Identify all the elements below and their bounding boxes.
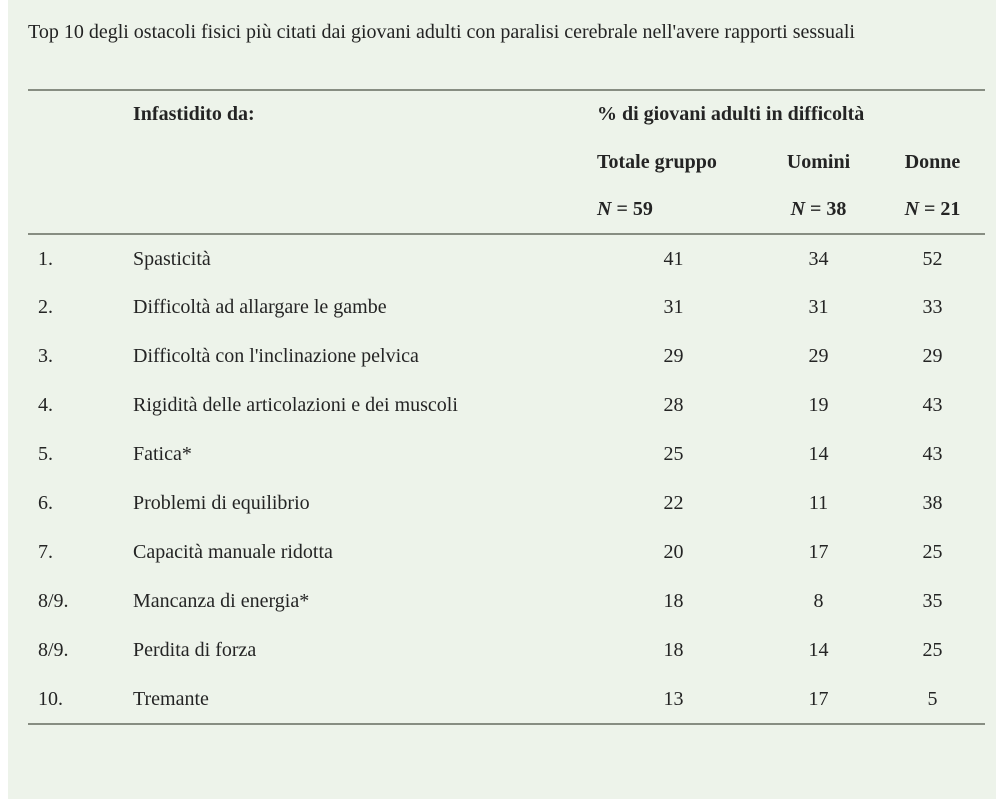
table-row: 8/9. Perdita di forza 18 14 25 <box>28 626 985 675</box>
obstacles-table: Infastidito da: % di giovani adulti in d… <box>28 89 985 725</box>
men-value: 31 <box>808 296 829 318</box>
total-value: 41 <box>663 247 684 270</box>
rank-cell: 8/9. <box>38 639 69 661</box>
women-value: 35 <box>922 590 943 612</box>
n-men-value: = 38 <box>810 198 847 220</box>
subcol-total-group: Totale gruppo <box>597 150 717 173</box>
total-value: 13 <box>663 687 684 710</box>
total-value: 22 <box>663 492 684 514</box>
obstacle-label: Tremante <box>133 687 209 710</box>
table-row: 1. Spasticità 41 34 52 <box>28 234 985 283</box>
total-value: 25 <box>663 443 684 465</box>
n-spacer-2 <box>133 186 590 234</box>
n-total-value: = 59 <box>616 198 653 220</box>
table-row: 7. Capacità manuale ridotta 20 17 25 <box>28 528 985 577</box>
men-value: 11 <box>808 492 829 514</box>
rank-cell: 7. <box>38 541 53 563</box>
total-value: 28 <box>663 394 684 416</box>
total-value: 18 <box>663 639 684 661</box>
women-value: 25 <box>922 541 943 563</box>
n-spacer-1 <box>28 186 133 234</box>
table-row: 10. Tremante 13 17 5 <box>28 675 985 724</box>
obstacle-label: Rigidità delle articolazioni e dei musco… <box>133 394 458 416</box>
table-row: 3. Difficoltà con l'inclinazione pelvica… <box>28 332 985 381</box>
total-value: 29 <box>663 345 684 367</box>
n-women: N = 21 <box>880 186 985 234</box>
total-value: 20 <box>663 541 684 563</box>
women-value: 52 <box>922 247 943 270</box>
table-caption: Top 10 degli ostacoli fisici più citati … <box>28 21 855 43</box>
men-value: 34 <box>808 247 829 270</box>
women-value: 38 <box>922 492 943 514</box>
men-value: 14 <box>808 639 829 661</box>
obstacle-label: Mancanza di energia* <box>133 590 310 612</box>
women-value: 43 <box>922 394 943 416</box>
table-row: 8/9. Mancanza di energia* 18 8 35 <box>28 577 985 626</box>
table-card: Top 10 degli ostacoli fisici più citati … <box>8 0 996 799</box>
total-value: 18 <box>663 590 684 612</box>
obstacle-label: Problemi di equilibrio <box>133 492 310 514</box>
obstacle-label: Difficoltà ad allargare le gambe <box>133 296 387 318</box>
men-value: 17 <box>808 687 829 710</box>
men-value: 17 <box>808 541 829 563</box>
rank-cell: 10. <box>38 687 63 710</box>
rank-cell: 8/9. <box>38 590 69 612</box>
rank-cell: 6. <box>38 492 53 514</box>
header-rank-spacer <box>28 90 133 138</box>
n-men: N = 38 <box>757 186 880 234</box>
women-value: 43 <box>922 443 943 465</box>
men-value: 14 <box>808 443 829 465</box>
obstacle-label: Spasticità <box>133 247 211 270</box>
n-symbol: N <box>790 198 806 220</box>
n-total-group: N = 59 <box>590 186 757 234</box>
n-symbol: N <box>904 198 920 220</box>
table-body: 1. Spasticità 41 34 52 2. Difficoltà ad … <box>28 234 985 724</box>
men-value: 8 <box>813 590 824 612</box>
table-row: 5. Fatica* 25 14 43 <box>28 430 985 479</box>
subcol-women: Donne <box>904 150 961 173</box>
header-row-subcols: Totale gruppo Uomini Donne <box>28 138 985 186</box>
header-row-n: N = 59 N = 38 N = 21 <box>28 186 985 234</box>
obstacle-label: Fatica* <box>133 443 192 465</box>
women-value: 29 <box>922 345 943 367</box>
subcol-spacer-1 <box>28 138 133 186</box>
total-value: 31 <box>663 296 684 318</box>
women-value: 25 <box>922 639 943 661</box>
rank-cell: 2. <box>38 296 53 318</box>
rank-cell: 3. <box>38 345 53 367</box>
table-row: 2. Difficoltà ad allargare le gambe 31 3… <box>28 283 985 332</box>
rank-cell: 5. <box>38 443 53 465</box>
women-value: 33 <box>922 296 943 318</box>
rank-cell: 4. <box>38 394 53 416</box>
obstacle-label: Difficoltà con l'inclinazione pelvica <box>133 345 419 367</box>
header-bothered-by: Infastidito da: <box>133 103 255 125</box>
men-value: 29 <box>808 345 829 367</box>
obstacle-label: Capacità manuale ridotta <box>133 541 333 563</box>
subcol-spacer-2 <box>133 138 590 186</box>
women-value: 5 <box>927 687 938 710</box>
rank-cell: 1. <box>38 247 53 270</box>
header-group-percent: % di giovani adulti in difficoltà <box>597 103 865 125</box>
men-value: 19 <box>808 394 829 416</box>
table-row: 4. Rigidità delle articolazioni e dei mu… <box>28 381 985 430</box>
header-row-main: Infastidito da: % di giovani adulti in d… <box>28 90 985 138</box>
obstacle-label: Perdita di forza <box>133 639 257 661</box>
n-women-value: = 21 <box>924 198 961 220</box>
table-header: Infastidito da: % di giovani adulti in d… <box>28 90 985 234</box>
table-row: 6. Problemi di equilibrio 22 11 38 <box>28 479 985 528</box>
n-symbol: N <box>597 198 612 220</box>
subcol-men: Uomini <box>786 150 851 173</box>
